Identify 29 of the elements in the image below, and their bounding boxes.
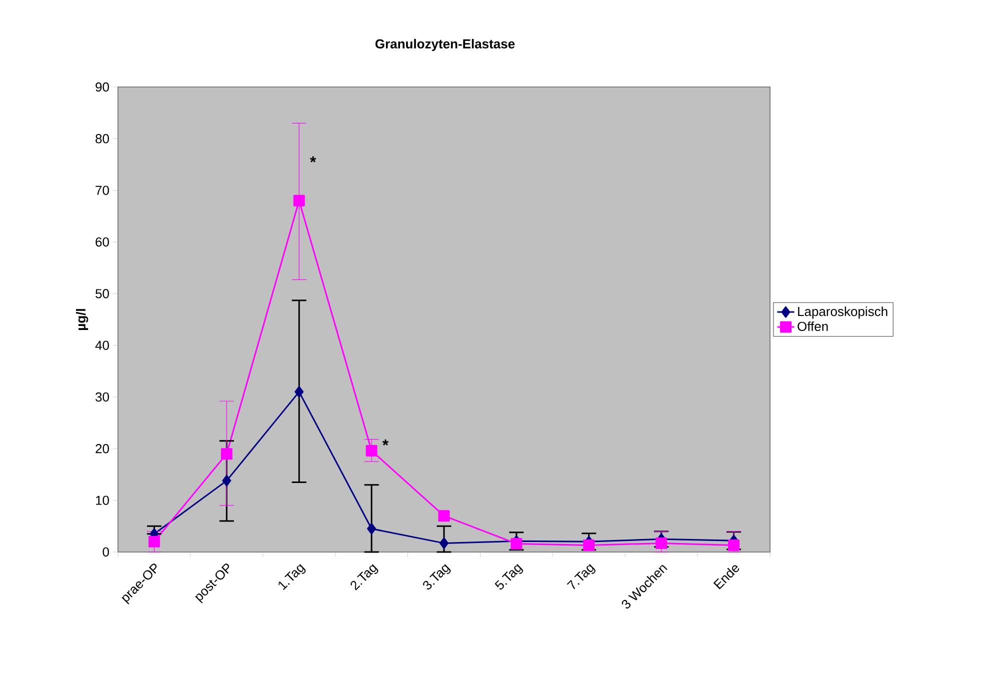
point bbox=[656, 537, 668, 549]
point bbox=[366, 444, 378, 456]
y-tick-label: 50 bbox=[96, 289, 109, 298]
legend-label: Laparoskopisch bbox=[798, 306, 888, 319]
annotation: * bbox=[310, 156, 316, 162]
point bbox=[367, 522, 376, 534]
y-tick-label: 10 bbox=[96, 496, 109, 505]
y-tick-label: 80 bbox=[96, 134, 109, 144]
y-axis-title: µg/l bbox=[76, 309, 88, 330]
point bbox=[510, 538, 522, 550]
point bbox=[583, 540, 595, 552]
point bbox=[148, 536, 160, 548]
y-tick-label: 90 bbox=[96, 82, 109, 92]
point bbox=[438, 510, 450, 522]
point bbox=[220, 448, 232, 460]
point bbox=[440, 537, 449, 549]
chart-title: Granulozyten-Elastase bbox=[375, 38, 515, 52]
point bbox=[294, 386, 304, 398]
annotation: * bbox=[382, 440, 389, 446]
y-tick-label: 70 bbox=[96, 186, 109, 195]
y-tick-label: 30 bbox=[96, 392, 109, 402]
y-tick-label: 60 bbox=[96, 237, 109, 247]
point bbox=[222, 474, 232, 486]
legend-label: Offen bbox=[798, 321, 828, 332]
point bbox=[293, 194, 305, 206]
y-tick-label: 20 bbox=[96, 444, 109, 454]
y-tick-label: 0 bbox=[102, 547, 109, 557]
y-tick-label: 40 bbox=[95, 340, 109, 350]
point bbox=[728, 540, 740, 552]
